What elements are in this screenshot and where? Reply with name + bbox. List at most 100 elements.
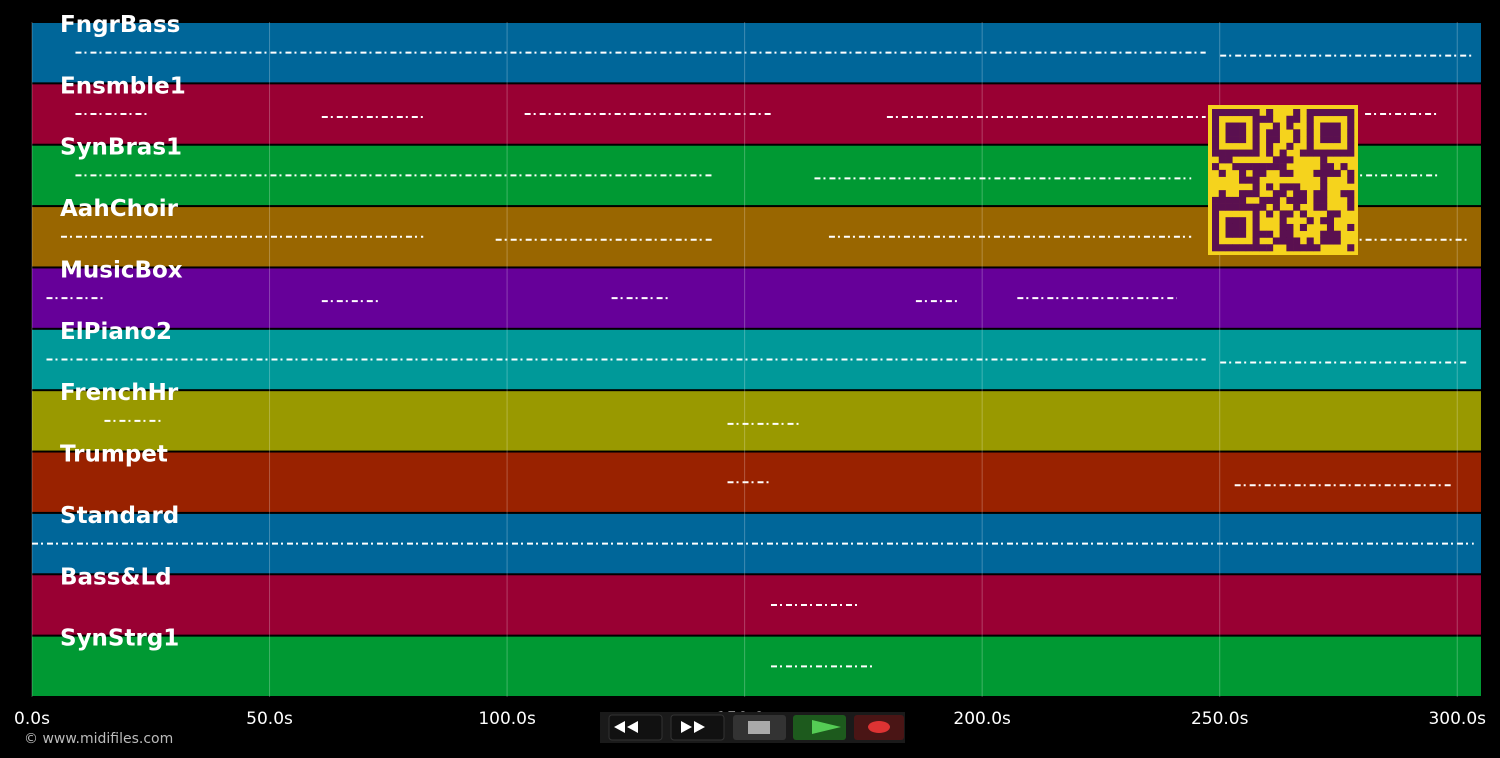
qr-module — [1333, 136, 1341, 144]
qr-module — [1218, 196, 1226, 204]
play-button[interactable] — [793, 715, 846, 740]
track-name: ElPiano2 — [60, 319, 172, 345]
time-tick-label: 100.0s — [478, 709, 536, 729]
qr-module — [1239, 149, 1247, 157]
qr-module — [1232, 244, 1240, 252]
stop-icon — [748, 721, 770, 734]
qr-module — [1333, 230, 1341, 238]
qr-module — [1232, 122, 1240, 130]
qr-module — [1347, 169, 1355, 177]
qr-module — [1239, 190, 1247, 198]
qr-module — [1313, 109, 1321, 117]
qr-module — [1286, 230, 1294, 238]
qr-module — [1225, 217, 1233, 225]
qr-module — [1299, 196, 1307, 204]
qr-module — [1306, 136, 1314, 144]
qr-module — [1259, 115, 1267, 123]
qr-module — [1320, 176, 1328, 184]
qr-module — [1293, 129, 1301, 137]
qr-module — [1306, 142, 1314, 150]
time-tick-label: 200.0s — [953, 709, 1011, 729]
track-name: SynStrg1 — [60, 626, 179, 652]
qr-module — [1326, 122, 1335, 130]
qr-module — [1320, 203, 1328, 211]
qr-module — [1252, 169, 1260, 177]
qr-module — [1239, 203, 1247, 211]
qr-module — [1272, 190, 1280, 198]
qr-module — [1306, 237, 1314, 245]
forward-button[interactable] — [670, 714, 725, 741]
qr-module — [1326, 223, 1335, 232]
qr-module — [1320, 149, 1328, 157]
qr-module — [1212, 115, 1220, 123]
qr-module — [1239, 217, 1247, 225]
qr-module — [1347, 196, 1355, 204]
qr-module — [1279, 190, 1287, 198]
qr-module — [1225, 136, 1233, 144]
qr-module — [1252, 183, 1260, 191]
qr-module — [1272, 129, 1280, 137]
qr-module — [1239, 244, 1247, 252]
qr-module — [1279, 210, 1287, 218]
qr-module — [1218, 169, 1226, 177]
qr-module — [1232, 149, 1240, 157]
qr-module — [1306, 129, 1314, 137]
qr-module — [1212, 223, 1220, 232]
rewind-button[interactable] — [608, 714, 663, 741]
record-button[interactable] — [854, 715, 904, 740]
qr-module — [1293, 109, 1301, 117]
track-name: Trumpet — [60, 442, 168, 468]
qr-module — [1266, 210, 1274, 218]
qr-module — [1252, 122, 1260, 130]
qr-module — [1272, 203, 1280, 211]
qr-module — [1286, 237, 1294, 245]
qr-module — [1286, 122, 1294, 130]
qr-module — [1218, 190, 1226, 198]
qr-module — [1279, 169, 1287, 177]
qr-module — [1320, 169, 1328, 177]
qr-module — [1326, 163, 1335, 171]
qr-module — [1340, 109, 1348, 117]
qr-module — [1245, 163, 1253, 171]
qr-module — [1279, 230, 1287, 238]
qr-module — [1245, 149, 1253, 157]
track-name: AahChoir — [60, 196, 179, 222]
track-name: Bass&Ld — [60, 564, 172, 590]
qr-module — [1239, 129, 1247, 137]
qr-module — [1286, 244, 1294, 252]
qr-module — [1239, 136, 1247, 144]
stop-button[interactable] — [733, 715, 786, 740]
qr-module — [1326, 210, 1335, 218]
qr-module — [1320, 109, 1328, 117]
qr-module — [1259, 244, 1267, 252]
qr-module — [1252, 230, 1260, 238]
qr-module — [1320, 190, 1328, 198]
qr-module — [1299, 223, 1307, 232]
qr-module — [1225, 156, 1233, 164]
qr-module — [1286, 183, 1294, 191]
qr-module — [1320, 183, 1328, 191]
qr-module — [1225, 244, 1233, 252]
qr-module — [1286, 156, 1294, 164]
qr-module — [1347, 142, 1355, 150]
qr-module — [1266, 183, 1274, 191]
qr-module — [1306, 217, 1314, 225]
qr-module — [1259, 169, 1267, 177]
qr-module — [1320, 129, 1328, 137]
qr-module — [1340, 163, 1348, 171]
qr-module — [1218, 109, 1226, 117]
qr-module — [1239, 122, 1247, 130]
qr-module — [1306, 244, 1314, 252]
qr-module — [1306, 122, 1314, 130]
time-tick-label: 300.0s — [1428, 709, 1486, 729]
qr-module — [1293, 203, 1301, 211]
qr-module — [1218, 149, 1226, 157]
qr-module — [1212, 230, 1220, 238]
qr-module — [1212, 136, 1220, 144]
qr-module — [1286, 196, 1294, 204]
qr-module — [1333, 122, 1341, 130]
qr-module — [1347, 115, 1355, 123]
qr-module — [1333, 149, 1341, 157]
qr-module — [1286, 115, 1294, 123]
qr-module — [1340, 190, 1348, 198]
